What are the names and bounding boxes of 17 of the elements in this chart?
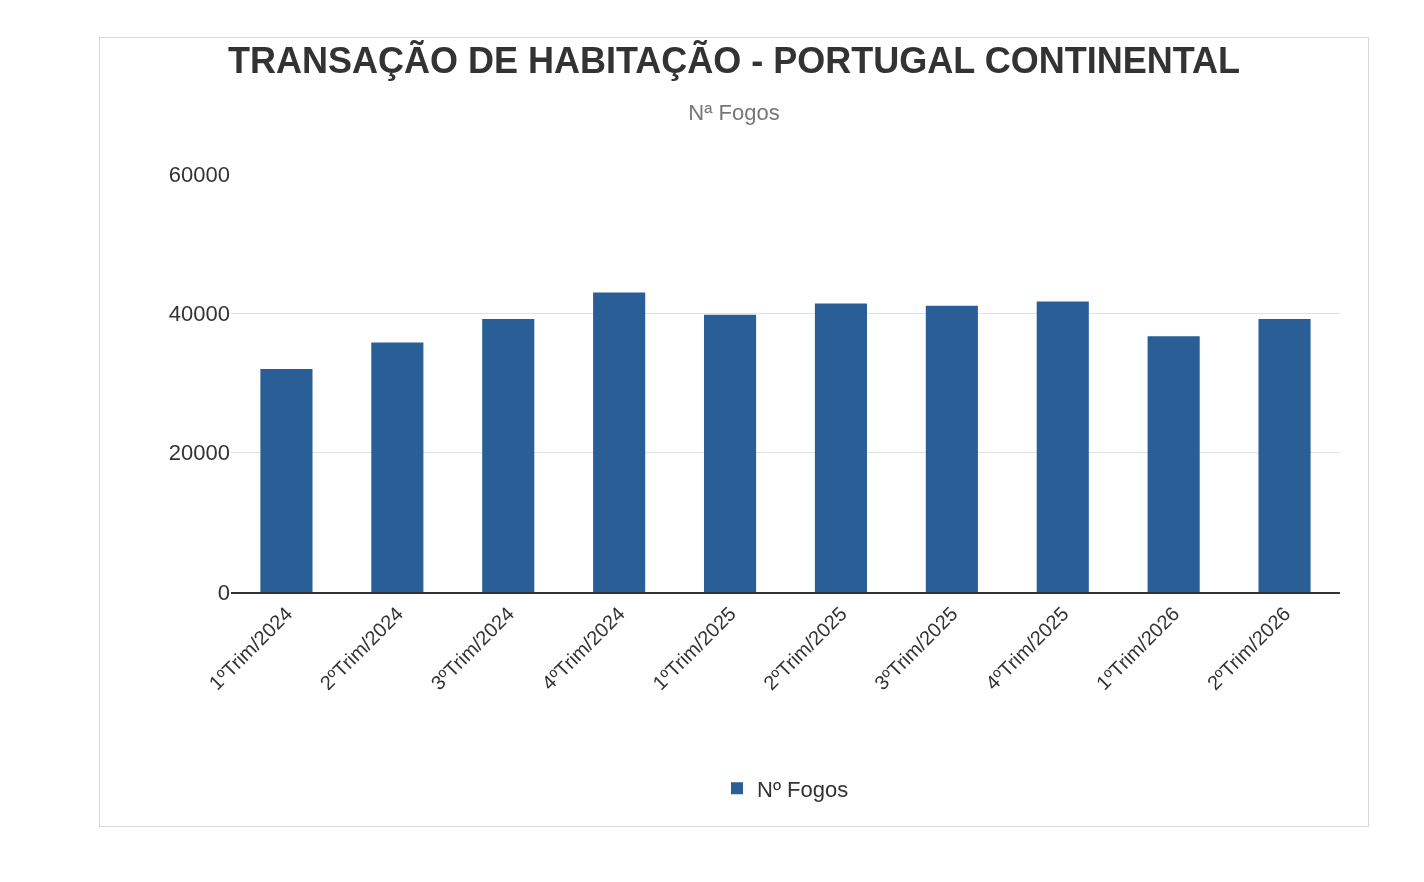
y-tick-label: 40000 — [168, 301, 230, 327]
bar — [371, 342, 424, 592]
bar — [482, 318, 535, 592]
bar — [593, 292, 646, 592]
bar — [1258, 318, 1311, 592]
bar — [925, 305, 978, 592]
chart-title: TRANSAÇÃO DE HABITAÇÃO - PORTUGAL CONTINENTAL — [228, 39, 1240, 82]
y-tick-label: 60000 — [168, 161, 230, 187]
bar — [814, 303, 868, 592]
legend-label: Nº Fogos — [757, 776, 849, 802]
bar — [1147, 336, 1200, 592]
bar — [1036, 301, 1089, 592]
chart-subtitle: Nª Fogos — [688, 100, 780, 126]
y-tick-label: 0 — [217, 579, 230, 605]
bar — [703, 314, 757, 592]
y-tick-label: 20000 — [168, 440, 230, 466]
bar — [260, 369, 313, 592]
